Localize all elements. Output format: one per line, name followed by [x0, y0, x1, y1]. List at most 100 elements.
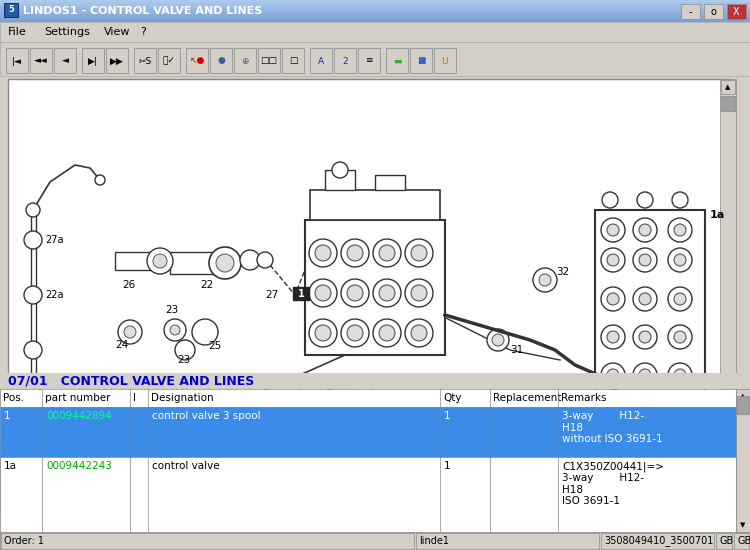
Text: linde1: linde1 — [419, 536, 449, 546]
Text: ◄: ◄ — [11, 421, 16, 427]
Bar — [0, 14, 750, 15]
Circle shape — [192, 319, 218, 345]
Circle shape — [358, 381, 372, 395]
Circle shape — [607, 369, 619, 381]
Text: 27: 27 — [265, 290, 278, 300]
Text: Pos.: Pos. — [3, 447, 24, 457]
Text: ▼: ▼ — [740, 522, 746, 528]
Bar — [0, 5, 750, 6]
Bar — [0, 20, 750, 21]
Text: 3-way        H12-
H18
without ISO 3691-1: 3-way H12- H18 without ISO 3691-1 — [562, 464, 663, 497]
Text: control valve 3 spool: control valve 3 spool — [152, 411, 261, 421]
Text: ◄◄: ◄◄ — [34, 57, 48, 65]
Bar — [1, 533, 414, 549]
Circle shape — [601, 248, 625, 272]
Circle shape — [674, 331, 686, 343]
Bar — [0, 19, 750, 20]
Text: 25: 25 — [208, 341, 221, 351]
Text: 1: 1 — [4, 411, 10, 421]
Circle shape — [153, 254, 167, 268]
Text: Replacement: Replacement — [493, 393, 561, 403]
Circle shape — [533, 268, 557, 292]
Text: o: o — [710, 7, 716, 17]
Text: I: I — [133, 447, 136, 457]
Text: ?: ? — [140, 27, 146, 37]
Bar — [736, 389, 750, 532]
Text: 1a: 1a — [710, 210, 725, 220]
Text: 23: 23 — [165, 305, 178, 315]
Bar — [305, 220, 445, 355]
Text: 5: 5 — [8, 6, 14, 14]
Bar — [115, 252, 160, 270]
Circle shape — [411, 325, 427, 341]
Text: ◄: ◄ — [62, 57, 68, 65]
Text: 27a: 27a — [45, 235, 64, 245]
Circle shape — [309, 319, 337, 347]
Bar — [721, 404, 735, 418]
Text: File: File — [8, 27, 27, 37]
Bar — [737, 396, 749, 414]
Bar — [0, 370, 750, 550]
Text: 1: 1 — [298, 289, 304, 299]
Circle shape — [240, 250, 260, 270]
Circle shape — [674, 224, 686, 236]
Circle shape — [24, 386, 42, 404]
Circle shape — [209, 247, 241, 279]
Circle shape — [633, 287, 657, 311]
Circle shape — [607, 331, 619, 343]
Text: ■: ■ — [417, 57, 425, 65]
Bar — [0, 12, 750, 13]
Circle shape — [95, 175, 105, 185]
Bar — [0, 18, 750, 19]
Text: 07/01   CONTROL VALVE AND LINES: 07/01 CONTROL VALVE AND LINES — [8, 375, 254, 388]
Text: GB: GB — [719, 536, 734, 546]
Bar — [716, 533, 732, 549]
Circle shape — [633, 325, 657, 349]
Circle shape — [639, 224, 651, 236]
Text: ▲: ▲ — [725, 84, 730, 90]
Text: part number: part number — [45, 447, 110, 457]
Text: Settings: Settings — [44, 27, 90, 37]
Circle shape — [411, 245, 427, 261]
Bar — [0, 6, 750, 7]
Circle shape — [633, 218, 657, 242]
Bar — [0, 2, 750, 3]
Bar — [416, 533, 599, 549]
Text: ▼: ▼ — [725, 408, 730, 414]
Circle shape — [309, 279, 337, 307]
Bar — [31, 207, 36, 402]
Circle shape — [633, 248, 657, 272]
Text: LINDOS1 - CONTROL VALVE AND LINES: LINDOS1 - CONTROL VALVE AND LINES — [23, 6, 262, 16]
Circle shape — [147, 248, 173, 274]
Bar — [6, 48, 28, 73]
Bar — [0, 15, 750, 16]
Bar — [186, 48, 208, 73]
Circle shape — [26, 203, 40, 217]
Bar — [30, 48, 52, 73]
Circle shape — [539, 274, 551, 286]
Circle shape — [405, 279, 433, 307]
Text: 26: 26 — [122, 280, 135, 290]
Bar — [375, 175, 405, 190]
Circle shape — [668, 287, 692, 311]
Bar — [410, 48, 432, 73]
Bar — [681, 4, 700, 19]
Bar — [0, 457, 736, 532]
Bar — [595, 210, 705, 395]
Text: ▶|: ▶| — [88, 57, 98, 65]
Text: I: I — [133, 393, 136, 403]
Circle shape — [175, 340, 195, 360]
Text: 7: 7 — [295, 387, 302, 397]
Text: ✂S: ✂S — [138, 57, 152, 65]
Circle shape — [315, 285, 331, 301]
Circle shape — [216, 254, 234, 272]
Bar — [0, 16, 750, 17]
Text: □: □ — [289, 57, 297, 65]
Circle shape — [315, 245, 331, 261]
Circle shape — [668, 248, 692, 272]
Text: View: View — [104, 27, 130, 37]
Text: ►: ► — [713, 421, 718, 427]
Circle shape — [341, 319, 369, 347]
Bar — [0, 428, 750, 444]
Bar — [727, 4, 746, 19]
